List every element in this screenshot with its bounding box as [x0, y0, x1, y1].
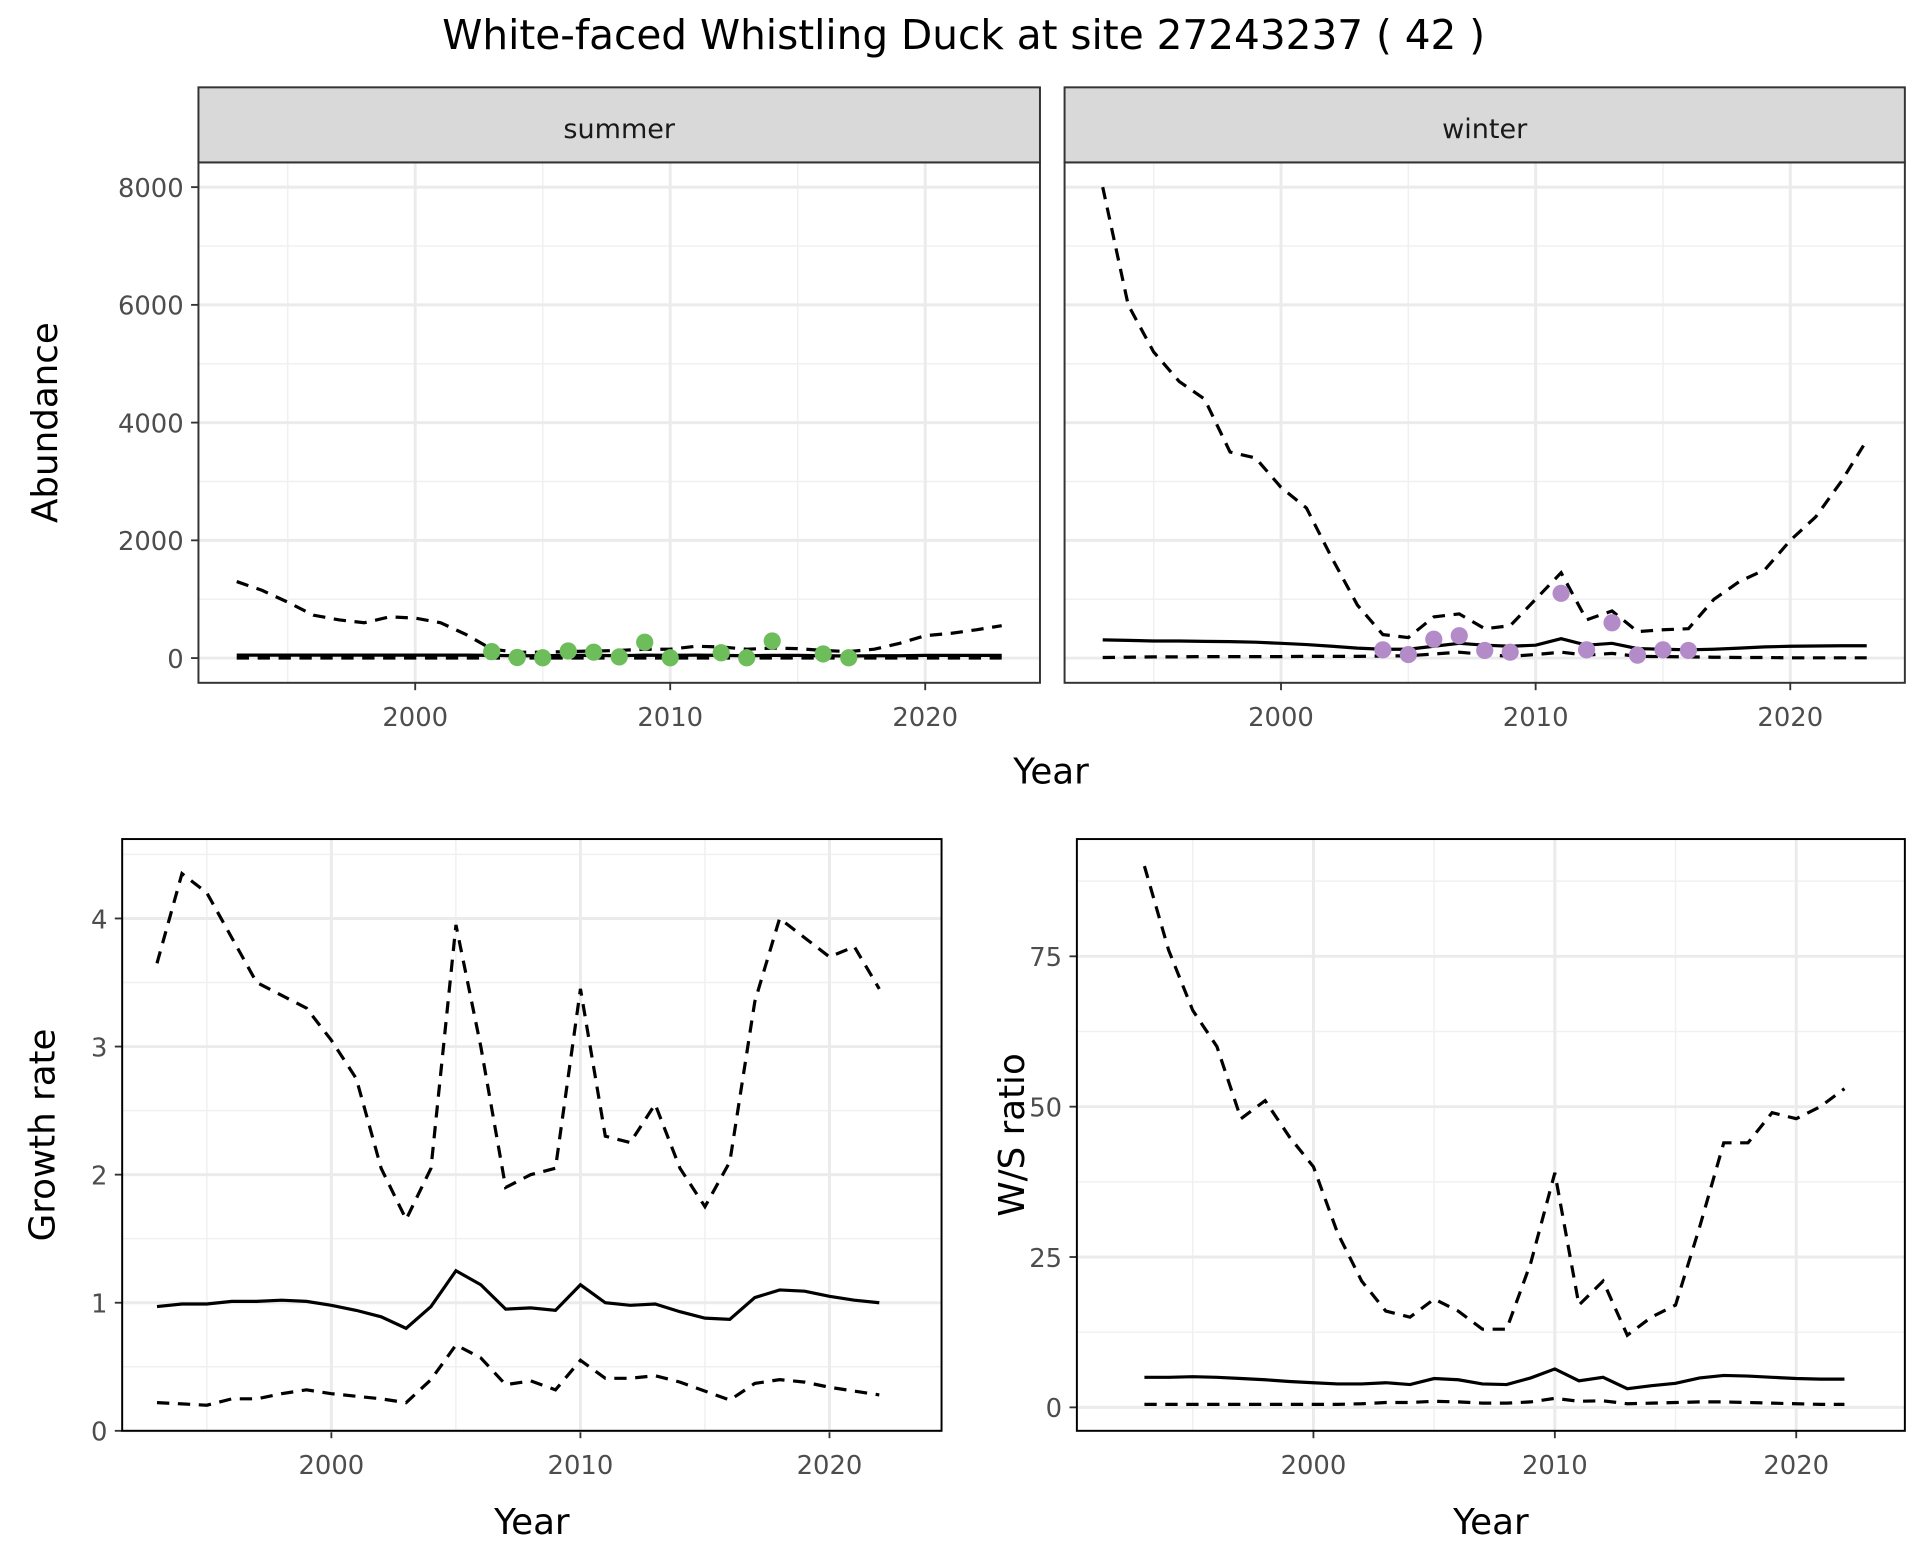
observation-point [610, 648, 628, 666]
x-tick-label: 2000 [1248, 703, 1314, 733]
y-axis-title: Abundance [25, 322, 66, 523]
observation-point [1552, 584, 1570, 602]
upper-bound-line [236, 580, 1002, 654]
x-tick-label: 2020 [892, 703, 958, 733]
x-tick-label: 2000 [382, 703, 448, 733]
observation-point [763, 632, 781, 650]
observation-point [1374, 641, 1392, 659]
y-tick-label: 2 [91, 1161, 107, 1191]
observation-point [559, 642, 577, 660]
x-axis-title: Year [493, 1502, 570, 1543]
x-tick-label: 2000 [1281, 1451, 1347, 1481]
observation-point [738, 649, 756, 667]
y-axis-title: W/S ratio [992, 1053, 1033, 1216]
estimate-line [156, 1268, 880, 1331]
y-tick-label: 50 [1029, 1094, 1062, 1124]
y-tick-label: 4 [91, 905, 107, 935]
x-tick-label: 2010 [1522, 1451, 1588, 1481]
x-axis-title-top: Year [1012, 752, 1089, 793]
y-tick-label: 6000 [118, 292, 184, 322]
observation-point [1654, 641, 1672, 659]
estimate-line [1144, 1367, 1845, 1391]
observation-point [1679, 641, 1698, 660]
y-tick-label: 75 [1029, 943, 1062, 973]
observation-point [1476, 641, 1494, 660]
x-tick-label: 2020 [1763, 1451, 1829, 1481]
observation-point [585, 643, 603, 661]
x-axis-title: Year [1452, 1502, 1529, 1543]
observation-point [1501, 643, 1519, 661]
observation-point [1450, 627, 1468, 645]
y-tick-label: 0 [167, 645, 183, 675]
observation-point [483, 642, 501, 661]
observation-point [1603, 614, 1621, 632]
y-axis-title: Growth rate [23, 1029, 64, 1242]
facet-strip [1063, 86, 1906, 164]
y-tick-label: 8000 [118, 174, 184, 204]
observation-point [1425, 630, 1443, 648]
observation-point [661, 649, 679, 667]
x-tick-label: 2020 [1757, 703, 1823, 733]
x-tick-label: 2020 [797, 1451, 863, 1481]
upper-bound-line [155, 870, 881, 1224]
observation-point [534, 649, 552, 667]
observation-point [636, 633, 654, 651]
y-tick-label: 3 [91, 1033, 107, 1063]
y-tick-label: 25 [1029, 1244, 1062, 1274]
observation-point [1399, 645, 1417, 664]
y-tick-label: 0 [91, 1418, 107, 1448]
upper-bound-line [1142, 865, 1846, 1338]
y-tick-label: 2000 [118, 527, 184, 557]
lower-bound-line [156, 1342, 880, 1407]
panel-border [121, 838, 943, 1432]
observation-point [1577, 641, 1596, 659]
facet-strip-label: summer [563, 114, 676, 145]
y-tick-label: 1 [91, 1290, 107, 1320]
upper-bound-line [1101, 186, 1869, 640]
x-tick-label: 2000 [299, 1451, 365, 1481]
chart-title: White-faced Whistling Duck at site 27243… [442, 11, 1485, 59]
x-tick-label: 2010 [1503, 703, 1569, 733]
facet-strip [197, 86, 1041, 164]
observation-point [712, 644, 730, 662]
y-tick-label: 0 [1046, 1394, 1062, 1424]
y-tick-label: 4000 [118, 409, 184, 439]
observation-point [1628, 646, 1647, 664]
observation-point [840, 649, 858, 667]
facet-strip-label: winter [1442, 114, 1528, 145]
observation-point [508, 648, 526, 667]
lower-bound-line [1144, 1396, 1845, 1406]
observation-point [814, 645, 832, 663]
x-tick-label: 2010 [637, 703, 703, 733]
x-tick-label: 2010 [548, 1451, 614, 1481]
panel-border [1075, 838, 1906, 1432]
